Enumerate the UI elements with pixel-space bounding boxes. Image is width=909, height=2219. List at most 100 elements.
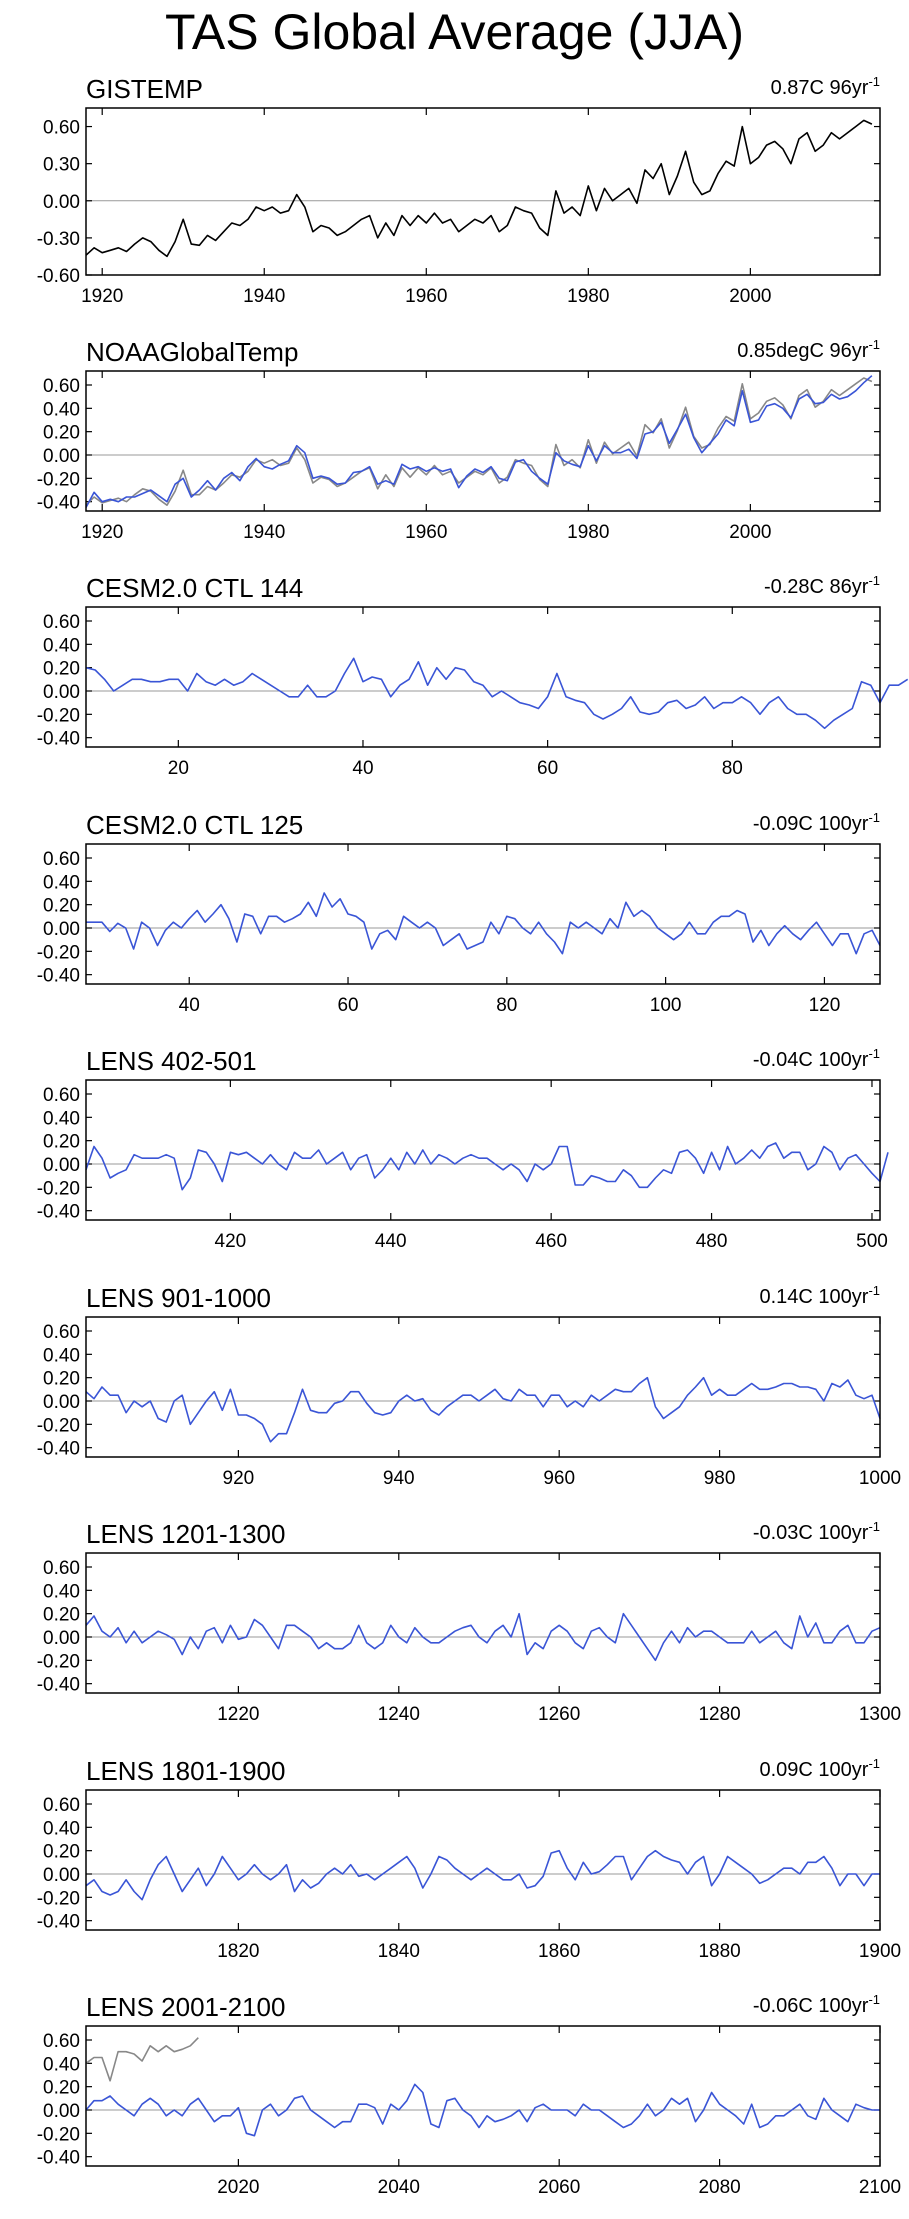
- trend-label: -0.09C 100yr-1: [753, 810, 880, 835]
- y-tick-label: -0.40: [37, 493, 80, 514]
- panel-title: GISTEMP: [86, 74, 203, 104]
- plot-frame: [85, 1316, 881, 1458]
- panel-2: NOAAGlobalTemp 0.85degC 96yr-1-0.40-0.200…: [37, 337, 881, 543]
- y-tick-label: 0.20: [43, 1132, 80, 1153]
- x-tick-label: 80: [496, 995, 517, 1016]
- trend-value: 0.87C 96yr: [771, 77, 869, 99]
- y-tick-label: -0.40: [37, 1439, 80, 1460]
- y-tick-label: 0.40: [43, 399, 80, 420]
- x-tick-label: 1860: [538, 1941, 580, 1962]
- y-tick-label: 0.00: [43, 2101, 80, 2122]
- y-tick-label: 0.40: [43, 1345, 80, 1366]
- trend-label: -0.06C 100yr-1: [753, 1992, 880, 2017]
- trend-superscript: -1: [868, 573, 880, 588]
- y-tick-label: -0.30: [37, 229, 80, 250]
- y-tick-label: 0.40: [43, 872, 80, 893]
- y-tick-label: 0.60: [43, 612, 80, 633]
- x-tick-label: 460: [535, 1231, 567, 1252]
- trend-label: -0.03C 100yr-1: [753, 1519, 880, 1544]
- x-tick-label: 1940: [243, 286, 285, 307]
- y-tick-label: -0.20: [37, 705, 80, 726]
- y-tick-label: 0.20: [43, 2078, 80, 2099]
- y-tick-label: 0.60: [43, 1322, 80, 1343]
- y-tick-label: 0.40: [43, 2054, 80, 2075]
- y-tick-label: 0.00: [43, 1628, 80, 1649]
- panel-title: NOAAGlobalTemp: [86, 337, 298, 367]
- x-tick-label: 1000: [859, 1468, 901, 1489]
- y-tick-label: 0.00: [43, 446, 80, 467]
- figure-title: TAS Global Average (JJA): [165, 4, 744, 60]
- series-line: [85, 375, 873, 508]
- y-tick-label: -0.40: [37, 729, 80, 750]
- y-tick-label: -0.20: [37, 1888, 80, 1909]
- y-tick-label: 0.00: [43, 1155, 80, 1176]
- y-tick-label: -0.20: [37, 1651, 80, 1672]
- trend-label: 0.14C 100yr-1: [759, 1283, 880, 1308]
- trend-superscript: -1: [868, 1756, 880, 1771]
- y-tick-label: 0.40: [43, 1108, 80, 1129]
- y-tick-label: 0.00: [43, 1392, 80, 1413]
- x-tick-label: 440: [375, 1231, 407, 1252]
- x-tick-label: 920: [223, 1468, 255, 1489]
- y-tick-label: -0.60: [37, 266, 80, 287]
- y-tick-label: 0.20: [43, 659, 80, 680]
- y-tick-label: -0.20: [37, 2124, 80, 2145]
- x-tick-label: 1960: [405, 522, 447, 543]
- y-tick-label: 0.00: [43, 192, 80, 213]
- panel-3: CESM2.0 CTL 144 -0.28C 86yr-1-0.40-0.200.…: [37, 573, 909, 779]
- x-tick-label: 480: [696, 1231, 728, 1252]
- x-tick-label: 120: [809, 995, 841, 1016]
- x-tick-label: 80: [722, 758, 743, 779]
- y-tick-label: 0.60: [43, 118, 80, 139]
- x-tick-label: 940: [383, 1468, 415, 1489]
- x-tick-label: 40: [352, 758, 373, 779]
- x-tick-label: 60: [537, 758, 558, 779]
- x-tick-label: 960: [543, 1468, 575, 1489]
- y-tick-label: 0.20: [43, 423, 80, 444]
- trend-label: 0.85degC 96yr-1: [737, 337, 880, 362]
- trend-value: -0.09C 100yr: [753, 813, 869, 835]
- panel-title: LENS 402-501: [86, 1046, 257, 1076]
- x-tick-label: 1240: [378, 1704, 420, 1725]
- x-tick-label: 1880: [698, 1941, 740, 1962]
- x-tick-label: 20: [168, 758, 189, 779]
- x-tick-label: 1280: [698, 1704, 740, 1725]
- y-tick-label: -0.40: [37, 1202, 80, 1223]
- y-tick-label: 0.00: [43, 919, 80, 940]
- trend-superscript: -1: [868, 74, 880, 89]
- panel-4: CESM2.0 CTL 125 -0.09C 100yr-1-0.40-0.200…: [37, 810, 881, 1016]
- trend-superscript: -1: [868, 337, 880, 352]
- trend-value: 0.14C 100yr: [759, 1286, 868, 1308]
- y-tick-label: -0.20: [37, 1178, 80, 1199]
- panel-title: LENS 2001-2100: [86, 1992, 285, 2022]
- y-tick-label: -0.20: [37, 942, 80, 963]
- panel-title: CESM2.0 CTL 125: [86, 810, 303, 840]
- x-tick-label: 2100: [859, 2177, 901, 2198]
- y-tick-label: 0.40: [43, 1818, 80, 1839]
- series-line: [85, 1376, 881, 1443]
- x-tick-label: 1960: [405, 286, 447, 307]
- series-line: [85, 2083, 880, 2137]
- trend-superscript: -1: [868, 1519, 880, 1534]
- y-tick-label: 0.20: [43, 1842, 80, 1863]
- series-line: [85, 2037, 199, 2082]
- panel-title: LENS 1201-1300: [86, 1519, 285, 1549]
- trend-value: -0.28C 86yr: [764, 576, 869, 598]
- x-tick-label: 60: [337, 995, 358, 1016]
- plot-frame: [85, 606, 881, 748]
- x-tick-label: 2020: [217, 2177, 259, 2198]
- plot-frame: [85, 1552, 881, 1694]
- x-tick-label: 1220: [217, 1704, 259, 1725]
- y-tick-label: 0.40: [43, 635, 80, 656]
- x-tick-label: 40: [179, 995, 200, 1016]
- x-tick-label: 2060: [538, 2177, 580, 2198]
- series-line: [85, 119, 873, 258]
- trend-value: -0.04C 100yr: [753, 1049, 869, 1071]
- x-tick-label: 1980: [567, 286, 609, 307]
- series-line: [86, 892, 881, 955]
- series-line: [85, 1849, 880, 1901]
- x-tick-label: 500: [856, 1231, 888, 1252]
- x-tick-label: 420: [215, 1231, 247, 1252]
- y-tick-label: 0.60: [43, 2031, 80, 2052]
- trend-value: 0.85degC 96yr: [737, 340, 869, 362]
